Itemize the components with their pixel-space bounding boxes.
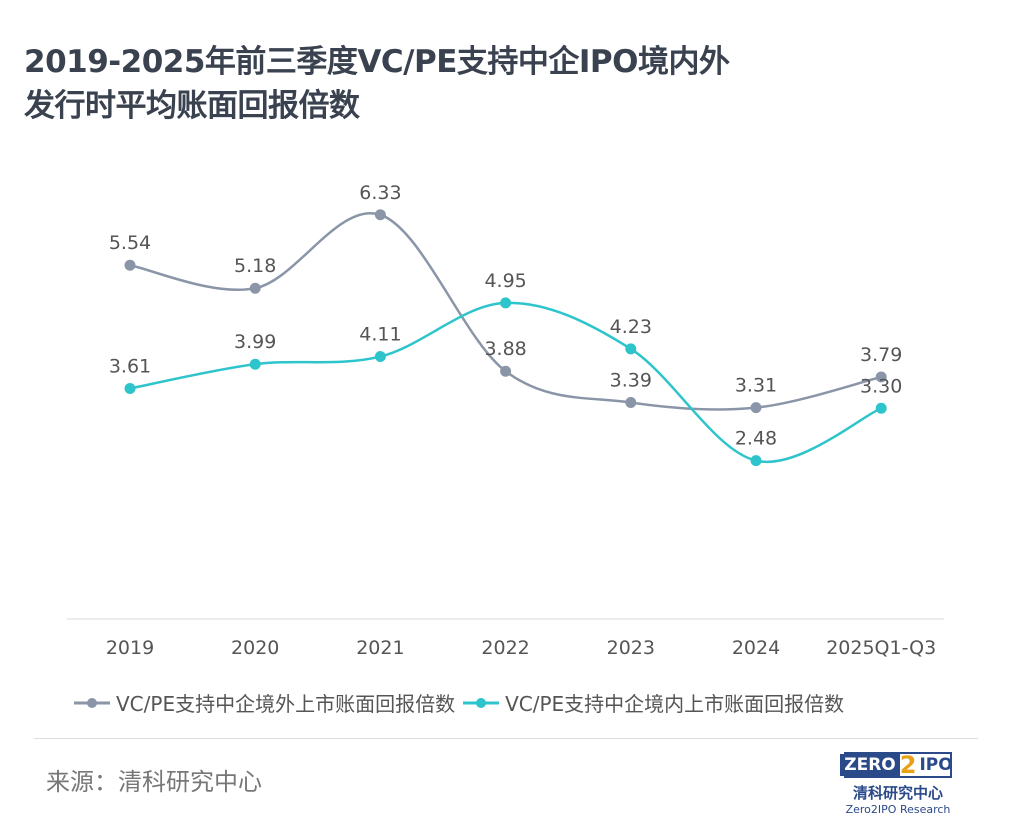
data-label: 6.33 [359, 182, 401, 204]
logo-en-text: Zero2IPO Research [845, 803, 951, 816]
logo-two: 2 [899, 751, 917, 779]
legend-item-overseas[interactable]: VC/PE支持中企境外上市账面回报倍数 [74, 688, 455, 717]
data-point [625, 397, 637, 409]
x-tick-label: 2023 [607, 637, 655, 659]
data-label: 5.54 [109, 232, 151, 254]
data-point [625, 343, 637, 355]
logo-zero: ZERO [840, 754, 900, 776]
legend-item-domestic[interactable]: VC/PE支持中企境内上市账面回报倍数 [463, 688, 844, 717]
source-note: 来源：清科研究中心 [46, 768, 262, 796]
data-point [374, 351, 386, 363]
data-label: 4.23 [610, 316, 652, 338]
x-tick-label: 2019 [106, 637, 154, 659]
data-label: 3.99 [234, 331, 276, 353]
data-point [249, 282, 261, 294]
data-point [500, 297, 512, 309]
footer-divider [34, 738, 978, 739]
data-label: 5.18 [234, 255, 276, 277]
title-line-1: 2019-2025年前三季度VC/PE支持中企IPO境内外 [24, 44, 730, 80]
data-label: 4.11 [359, 324, 401, 346]
data-label: 3.79 [860, 344, 902, 366]
legend-label-overseas: VC/PE支持中企境外上市账面回报倍数 [116, 692, 456, 716]
legend-marker-domestic [463, 697, 500, 708]
chart-title: 2019-2025年前三季度VC/PE支持中企IPO境内外 发行时平均账面回报倍… [24, 40, 730, 128]
data-point [750, 455, 762, 467]
data-point [374, 209, 386, 221]
data-label: 4.95 [484, 270, 526, 292]
title-line-2: 发行时平均账面回报倍数 [24, 88, 360, 124]
data-point [875, 371, 887, 383]
data-label: 3.30 [860, 375, 902, 397]
x-tick-label: 2024 [732, 637, 780, 659]
logo-mark: ZERO 2 IPO [840, 751, 953, 779]
data-label: 2.48 [735, 428, 777, 450]
logo-ipo: IPO [919, 755, 953, 775]
data-label: 3.39 [610, 370, 652, 392]
data-label: 3.61 [109, 355, 151, 377]
data-point [750, 402, 762, 414]
data-point [875, 402, 887, 414]
legend-label-domestic: VC/PE支持中企境内上市账面回报倍数 [505, 692, 845, 716]
x-tick-label: 2025Q1-Q3 [826, 637, 936, 659]
x-tick-label: 2020 [231, 637, 279, 659]
logo-cn-text: 清科研究中心 [852, 784, 943, 802]
data-label: 3.31 [735, 375, 777, 397]
x-tick-label: 2022 [481, 637, 529, 659]
legend: VC/PE支持中企境外上市账面回报倍数 VC/PE支持中企境内上市账面回报倍数 [74, 688, 844, 717]
data-point [124, 382, 136, 394]
data-label: 3.88 [484, 338, 526, 360]
zero2ipo-logo: ZERO 2 IPO 清科研究中心 Zero2IPO Research [840, 751, 953, 816]
data-point [124, 259, 136, 271]
data-point [249, 358, 261, 370]
x-tick-label: 2021 [356, 637, 404, 659]
data-point [500, 365, 512, 377]
legend-marker-overseas [74, 697, 110, 708]
